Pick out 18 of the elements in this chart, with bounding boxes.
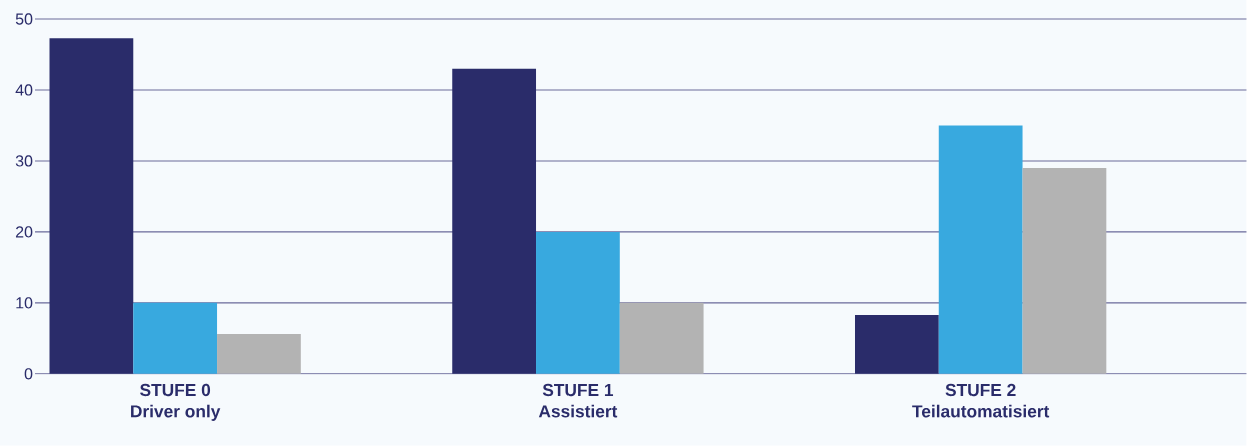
- bar: [452, 68, 537, 374]
- bar: [855, 315, 939, 374]
- bar: [938, 125, 1023, 374]
- bar: [536, 231, 620, 374]
- bar: [217, 334, 301, 374]
- y-tick-label: 30: [15, 155, 33, 167]
- bar: [133, 302, 218, 374]
- x-tick-label: STUFE 0 Driver only: [131, 383, 221, 421]
- y-tick-label: 50: [15, 13, 33, 25]
- y-tick-label: 40: [15, 84, 33, 96]
- bar: [1022, 168, 1107, 374]
- bar: [49, 38, 134, 374]
- y-tick-label: 20: [15, 226, 33, 238]
- y-tick-label: 0: [24, 368, 33, 380]
- x-tick-label: STUFE 2 Teilautomatisiert: [912, 383, 1050, 418]
- y-tick-label: 10: [16, 297, 33, 309]
- bar: [619, 302, 704, 374]
- x-tick-label: STUFE 1 Assistiert: [538, 383, 618, 418]
